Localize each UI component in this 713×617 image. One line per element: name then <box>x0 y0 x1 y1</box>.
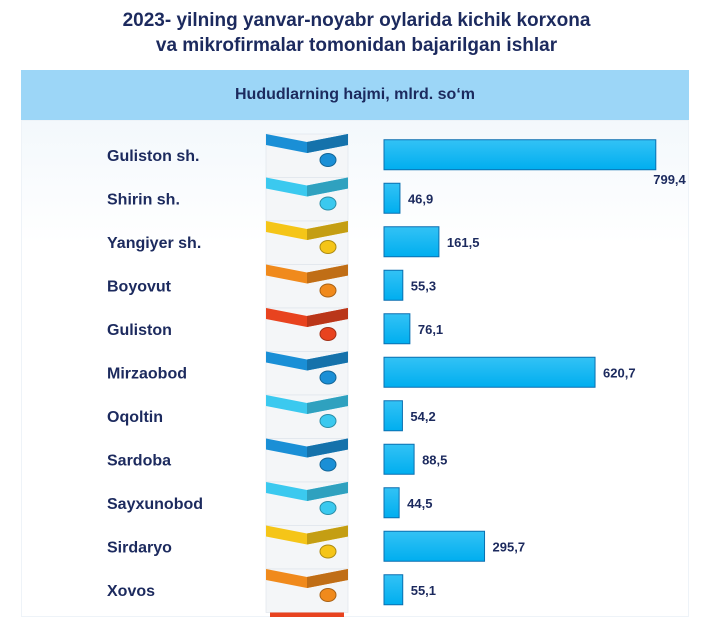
tile-stack-base <box>270 612 344 617</box>
value-label: 44,5 <box>407 496 432 511</box>
bar <box>383 400 403 432</box>
bar <box>383 139 657 171</box>
category-tile <box>265 394 349 439</box>
bar <box>383 443 415 475</box>
bar <box>383 356 596 388</box>
category-label: Guliston sh. <box>107 148 199 165</box>
category-tile <box>265 220 349 265</box>
bar <box>383 313 411 345</box>
value-label: 76,1 <box>418 322 443 337</box>
value-label: 55,1 <box>411 583 436 598</box>
category-tile <box>265 568 349 613</box>
category-label: Xovos <box>107 583 155 600</box>
value-label: 620,7 <box>603 365 636 380</box>
category-tile <box>265 525 349 570</box>
category-label: Sirdaryo <box>107 539 172 556</box>
value-label: 161,5 <box>447 235 480 250</box>
category-label: Yangiyer sh. <box>107 235 201 252</box>
bar <box>383 182 401 214</box>
category-tile <box>265 177 349 222</box>
bar <box>383 574 404 606</box>
category-tile <box>265 133 349 178</box>
bar <box>383 226 440 258</box>
category-label: Boyovut <box>107 278 172 295</box>
category-tile <box>265 438 349 483</box>
value-label: 799,4 <box>653 172 686 187</box>
category-tile <box>265 351 349 396</box>
category-tile <box>265 264 349 309</box>
category-label: Guliston <box>107 322 172 339</box>
category-tile <box>265 307 349 352</box>
chart-title-line-2: va mikrofirmalar tomonidan bajarilgan is… <box>155 35 558 56</box>
value-label: 46,9 <box>408 191 433 206</box>
bar <box>383 487 400 519</box>
subheader-label: Hududlarning hajmi, mlrd. so‘m <box>234 86 475 103</box>
category-tile <box>265 481 349 526</box>
category-label: Sardoba <box>107 452 171 469</box>
bar <box>383 269 404 301</box>
category-label: Shirin sh. <box>107 191 180 208</box>
category-label: Sayxunobod <box>107 496 203 513</box>
category-label: Mirzaobod <box>107 365 187 382</box>
chart-subheader: Hududlarning hajmi, mlrd. so‘m <box>21 70 689 120</box>
bar <box>383 530 486 562</box>
value-label: 295,7 <box>493 539 526 554</box>
value-label: 54,2 <box>410 409 435 424</box>
chart-title-line-1: 2023- yilning yanvar-noyabr oylarida kic… <box>122 10 591 31</box>
value-label: 88,5 <box>422 452 447 467</box>
chart-title: 2023- yilning yanvar-noyabr oylarida kic… <box>0 8 713 58</box>
category-label: Oqoltin <box>107 409 163 426</box>
value-label: 55,3 <box>411 278 436 293</box>
